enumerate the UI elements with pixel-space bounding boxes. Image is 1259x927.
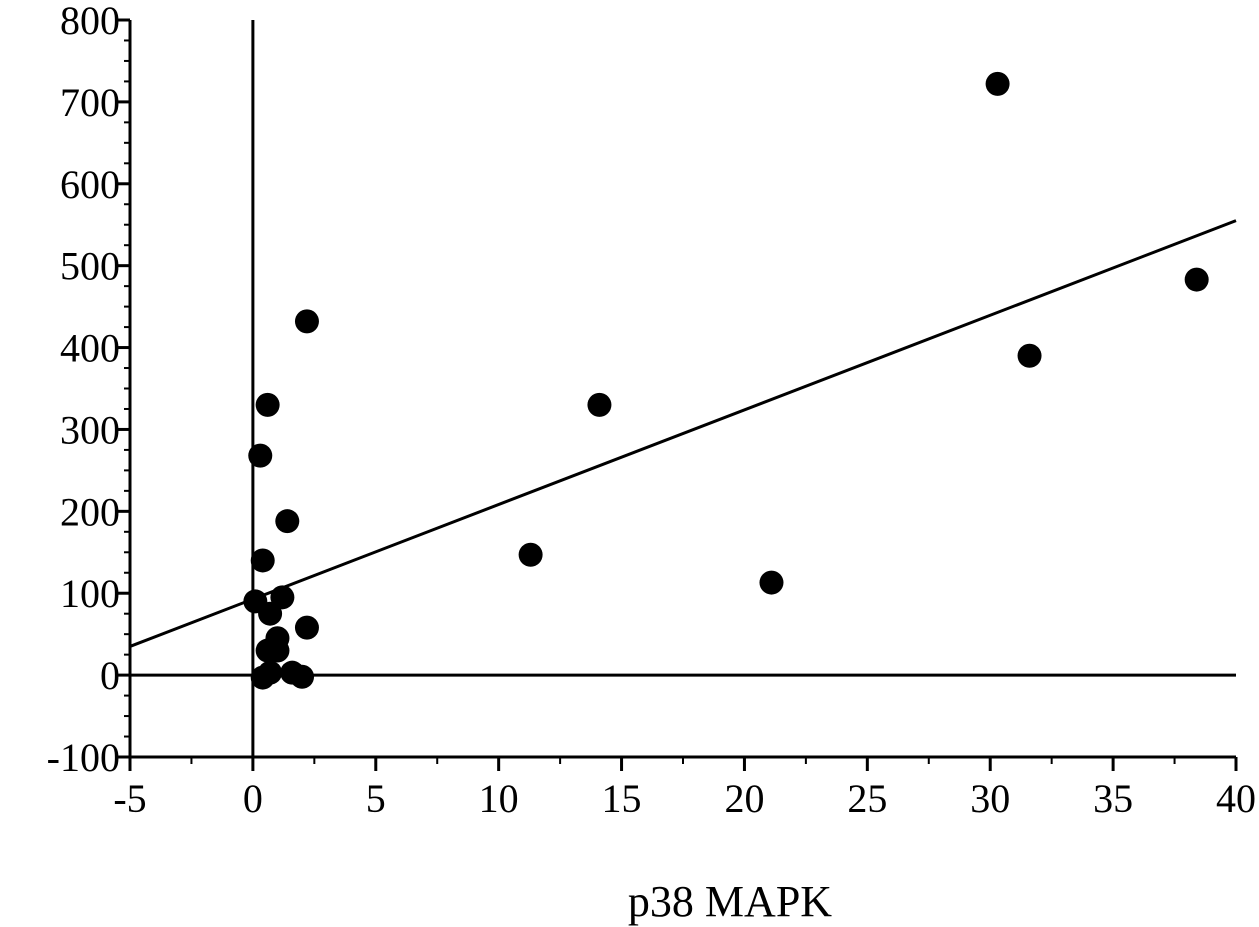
y-tick-label: 600 xyxy=(60,162,120,207)
x-tick-label: 15 xyxy=(602,776,642,821)
data-point xyxy=(518,542,543,567)
tick-marks xyxy=(118,18,1238,771)
data-point xyxy=(290,664,315,689)
data-point xyxy=(587,392,612,417)
x-tick-label: 25 xyxy=(847,776,887,821)
x-tick-label: 10 xyxy=(479,776,519,821)
y-tick-label: 200 xyxy=(60,489,120,534)
data-point xyxy=(1184,267,1209,292)
y-tick-label: 100 xyxy=(60,571,120,616)
trendline-group xyxy=(129,219,1237,648)
data-point xyxy=(294,615,319,640)
data-point xyxy=(294,309,319,334)
data-point xyxy=(759,570,784,595)
data-points xyxy=(243,71,1209,690)
y-tick-labels: -100 0 100 200 300 400 500 600 700 800 xyxy=(47,0,120,780)
data-point xyxy=(250,548,275,573)
y-tick-label: 700 xyxy=(60,80,120,125)
data-point xyxy=(255,392,280,417)
y-tick-label: 400 xyxy=(60,326,120,371)
x-tick-label: 5 xyxy=(366,776,386,821)
axes xyxy=(128,20,1236,759)
y-tick-label: 500 xyxy=(60,244,120,289)
x-tick-label: 40 xyxy=(1216,776,1256,821)
x-tick-label: 35 xyxy=(1093,776,1133,821)
x-tick-labels: -5 0 5 10 15 20 25 30 35 40 xyxy=(113,776,1256,821)
x-tick-label: -5 xyxy=(113,776,146,821)
data-point xyxy=(275,509,300,534)
data-point xyxy=(258,660,283,685)
data-point xyxy=(248,443,273,468)
trendline xyxy=(129,219,1237,648)
y-tick-label: 800 xyxy=(60,0,120,43)
data-point xyxy=(265,638,290,663)
x-tick-label: 30 xyxy=(970,776,1010,821)
y-tick-label: 0 xyxy=(100,653,120,698)
data-point xyxy=(1017,343,1042,368)
y-tick-label: -100 xyxy=(47,735,120,780)
data-point xyxy=(270,585,295,610)
x-axis-title: p38 MAPK xyxy=(628,877,832,926)
data-point xyxy=(258,601,283,626)
x-tick-label: 0 xyxy=(243,776,263,821)
y-tick-label: 300 xyxy=(60,407,120,452)
x-tick-label: 20 xyxy=(724,776,764,821)
data-point xyxy=(985,71,1010,96)
